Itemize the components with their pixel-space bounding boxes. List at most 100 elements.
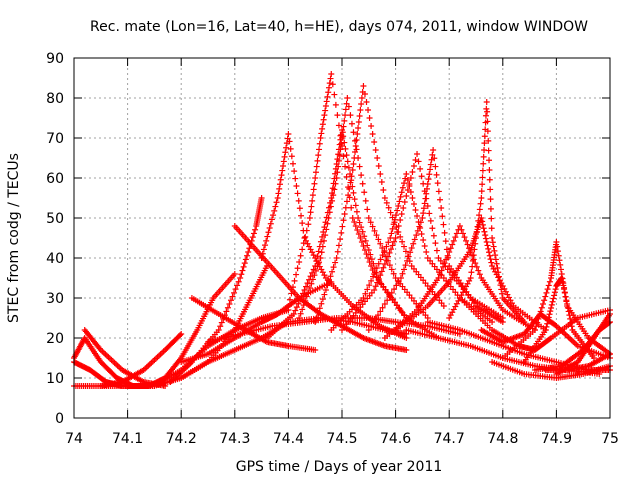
data-point <box>481 228 488 235</box>
data-point <box>380 187 387 193</box>
data-point <box>314 157 321 164</box>
data-point <box>352 223 359 229</box>
data-point <box>560 282 567 289</box>
data-point <box>331 186 338 193</box>
data-point <box>541 297 548 304</box>
data-point <box>390 270 397 277</box>
data-point <box>476 271 483 278</box>
data-point <box>374 279 381 286</box>
data-point <box>401 266 408 273</box>
data-point <box>379 304 386 311</box>
data-point <box>283 144 290 151</box>
data-point <box>244 252 251 259</box>
data-point <box>480 225 487 232</box>
data-point <box>272 203 279 210</box>
data-point <box>353 137 360 143</box>
data-point <box>318 300 325 307</box>
data-point <box>396 198 403 205</box>
data-point <box>317 135 324 141</box>
data-point <box>423 185 430 192</box>
data-point <box>292 175 299 182</box>
data-point <box>371 269 378 276</box>
data-point <box>388 289 395 296</box>
data-point <box>351 155 358 161</box>
data-point <box>363 99 370 105</box>
data-point <box>413 232 420 239</box>
data-point <box>420 210 427 217</box>
data-point <box>296 315 303 321</box>
data-point <box>391 286 398 293</box>
data-point <box>347 179 354 186</box>
data-point <box>543 289 550 296</box>
data-point <box>386 249 393 256</box>
data-point <box>551 289 558 296</box>
data-point <box>390 221 397 228</box>
x-tick-label: 74 <box>65 431 83 447</box>
data-point <box>385 204 392 211</box>
data-point <box>381 247 388 254</box>
data-point <box>487 205 494 212</box>
data-point <box>344 95 351 101</box>
data-point <box>567 315 574 322</box>
data-point <box>311 180 318 187</box>
data-point <box>371 139 378 145</box>
data-point <box>473 235 479 241</box>
data-point <box>388 266 395 273</box>
data-point <box>323 98 330 105</box>
data-point <box>374 155 381 161</box>
data-point <box>358 239 365 245</box>
data-point <box>335 122 342 129</box>
data-point <box>361 233 368 240</box>
data-point <box>262 242 269 249</box>
data-point <box>308 280 315 287</box>
data-point <box>326 80 333 87</box>
data-point <box>313 163 320 170</box>
data-point <box>338 229 345 236</box>
data-point <box>318 130 325 137</box>
data-point <box>314 253 321 260</box>
data-point <box>289 160 296 167</box>
data-point <box>235 278 242 285</box>
data-point <box>344 158 351 165</box>
data-point <box>368 263 375 269</box>
data-point <box>300 302 307 309</box>
data-point <box>401 311 408 318</box>
data-point <box>394 302 401 309</box>
data-point <box>557 261 564 268</box>
data-point <box>289 284 296 291</box>
data-point <box>562 293 569 300</box>
data-point <box>378 268 385 275</box>
data-point <box>401 199 408 205</box>
data-point <box>322 103 329 109</box>
data-point <box>497 282 504 289</box>
data-point <box>488 225 495 232</box>
data-point <box>353 208 360 215</box>
data-point <box>334 169 341 176</box>
data-point <box>273 199 280 206</box>
data-point <box>432 240 439 247</box>
data-point <box>471 246 478 253</box>
data-point <box>360 243 367 249</box>
y-axis-label: STEC from codg / TECUs <box>6 153 22 323</box>
data-point <box>392 212 399 219</box>
y-tick-label: 0 <box>55 411 64 427</box>
data-point <box>310 186 317 193</box>
data-point <box>394 207 401 214</box>
data-point <box>458 226 465 233</box>
data-point <box>403 193 410 199</box>
data-point <box>294 265 301 272</box>
data-point <box>341 211 348 217</box>
data-point <box>395 223 402 229</box>
data-point <box>332 259 339 266</box>
data-point <box>478 188 485 195</box>
data-point <box>349 167 356 173</box>
data-point <box>377 272 384 279</box>
data-point <box>487 186 494 193</box>
data-point <box>263 237 270 244</box>
data-point <box>423 190 430 197</box>
data-point <box>264 233 271 240</box>
x-tick-label: 74.1 <box>112 431 143 447</box>
data-point <box>531 327 538 333</box>
data-point <box>320 229 327 235</box>
